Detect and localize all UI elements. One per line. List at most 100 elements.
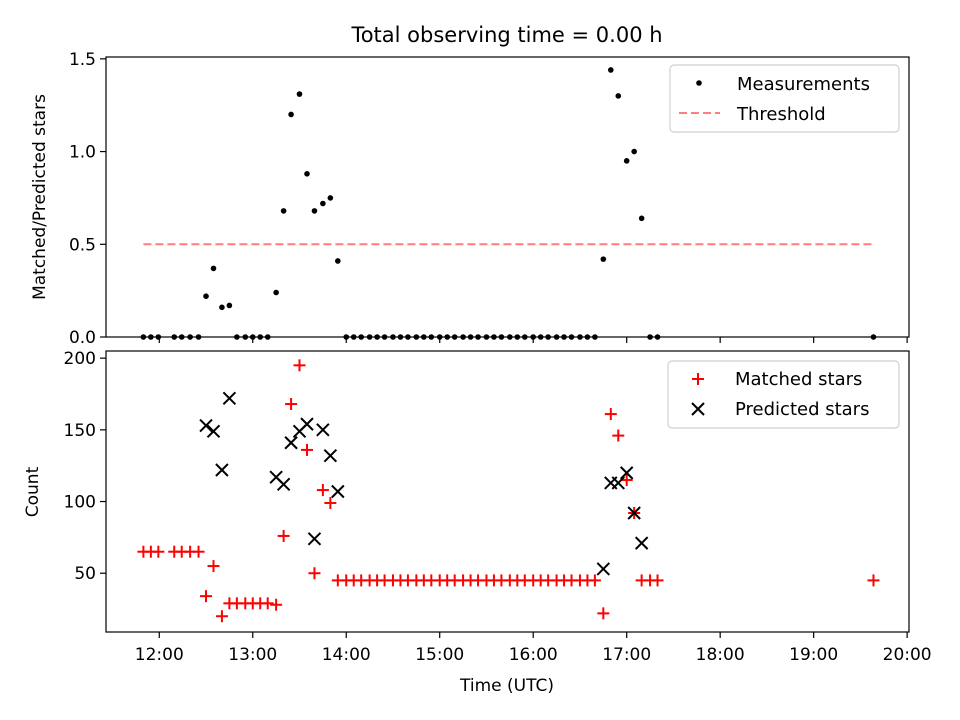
- x-tick-label: 13:00: [228, 645, 277, 665]
- predicted-stars-point: [316, 423, 330, 437]
- measurement-point: [273, 289, 279, 296]
- top-ticks: 0.0 0.5 1.0 1.5: [69, 50, 908, 348]
- chart-title: Total observing time = 0.00 h: [350, 23, 662, 47]
- measurement-point: [288, 111, 294, 118]
- predicted-stars-point: [307, 532, 322, 546]
- predicted-stars-point: [323, 448, 338, 463]
- legend-measurements-label: Measurements: [737, 74, 870, 95]
- bottom-axes-frame: [105, 350, 910, 633]
- x-stroke: [300, 417, 314, 431]
- x-stroke: [206, 424, 221, 438]
- measurement-point: [210, 265, 217, 272]
- measurement-point: [638, 215, 645, 222]
- predicted-stars-point: [300, 417, 314, 431]
- x-stroke: [199, 418, 213, 433]
- top-axes-frame: [105, 56, 910, 338]
- measurement-point: [311, 208, 318, 214]
- x-tick-label: 18:00: [696, 645, 745, 665]
- x-stroke: [316, 423, 330, 437]
- measurement-point: [600, 256, 607, 262]
- matched-stars-point: [604, 408, 617, 421]
- matched-stars-point: [192, 545, 205, 558]
- bottom-ticks: 50 100 150 200 12:00 13:00 14:00 15:00 16:00 17:0…: [64, 349, 932, 665]
- predicted-stars-point: [634, 536, 649, 550]
- measurement-point: [623, 158, 630, 164]
- matched-stars-point: [215, 610, 228, 623]
- matched-stars-point: [293, 359, 306, 372]
- matched-stars-point: [867, 574, 880, 587]
- measurement-point: [226, 302, 233, 309]
- matched-stars-point: [316, 484, 329, 497]
- x-stroke: [269, 470, 283, 484]
- predicted-stars-point: [199, 418, 213, 433]
- legend-matched-marker: [692, 373, 704, 385]
- legend-predicted-marker: [691, 402, 705, 416]
- y-tick-label: 200: [64, 349, 96, 369]
- x-tick-label: 16:00: [509, 645, 558, 665]
- matched-stars-point: [308, 567, 321, 580]
- matched-stars-point: [300, 443, 313, 456]
- matched-stars-point: [200, 590, 213, 603]
- x-stroke: [222, 391, 237, 406]
- x-tick-label: 14:00: [322, 645, 371, 665]
- x-tick-label: 12:00: [135, 645, 184, 665]
- legend-threshold-label: Threshold: [736, 104, 826, 125]
- x-tick-label: 19:00: [789, 645, 838, 665]
- x-stroke: [215, 463, 229, 477]
- predicted-stars-point: [331, 484, 345, 499]
- predicted-stars-point: [215, 463, 229, 477]
- matched-stars-point: [270, 598, 283, 611]
- measurement-point: [296, 91, 303, 97]
- matched-stars-point: [285, 398, 298, 411]
- matched-stars-point: [597, 607, 610, 620]
- x-tick-label: 15:00: [415, 645, 464, 665]
- predicted-stars-point: [611, 476, 625, 490]
- predicted-stars-point: [596, 562, 611, 576]
- legend-predicted-label: Predicted stars: [735, 399, 869, 420]
- bottom-legend: Matched stars Predicted stars: [667, 360, 900, 429]
- matched-stars-point: [261, 597, 274, 610]
- x-stroke: [307, 532, 322, 546]
- x-stroke: [284, 436, 298, 450]
- matched-stars-point: [207, 560, 220, 573]
- y-tick-label: 0.0: [69, 328, 96, 348]
- top-panel: 0.0 0.5 1.0 1.5 Matched/Predicted stars Mea…: [30, 50, 910, 348]
- x-tick-label: 20:00: [883, 645, 932, 665]
- measurement-point: [327, 195, 334, 201]
- matched-stars-point: [324, 496, 337, 509]
- matched-stars-point: [588, 574, 601, 587]
- measurement-point: [615, 93, 622, 99]
- predicted-stars-point: [206, 424, 221, 438]
- predicted-stars-point: [222, 391, 237, 406]
- matched-stars-point: [277, 529, 290, 542]
- matched-stars-point: [620, 474, 633, 487]
- x-stroke: [619, 466, 634, 480]
- predicted-stars-point: [284, 436, 298, 450]
- bottom-y-axis-label: Count: [23, 466, 43, 517]
- y-tick-label: 0.5: [69, 235, 96, 255]
- matched-stars-point: [152, 545, 165, 558]
- x-stroke: [596, 562, 611, 576]
- predicted-stars-point: [627, 506, 641, 520]
- x-stroke: [323, 448, 338, 463]
- measurement-point: [631, 148, 637, 155]
- measurement-point: [280, 208, 287, 214]
- x-tick-label: 17:00: [602, 645, 651, 665]
- bottom-plot-area: [137, 359, 880, 623]
- measurement-point: [320, 200, 326, 207]
- x-stroke: [331, 484, 345, 499]
- top-legend-box: [669, 64, 900, 133]
- x-axis-label: Time (UTC): [459, 676, 554, 696]
- predicted-stars-point: [619, 466, 634, 480]
- x-stroke: [634, 536, 649, 550]
- top-legend: Measurements Threshold: [669, 64, 900, 133]
- bottom-panel: 50 100 150 200 12:00 13:00 14:00 15:00 16:00 17:0…: [23, 349, 932, 696]
- y-tick-label: 100: [64, 493, 96, 513]
- y-tick-label: 1.5: [69, 50, 96, 70]
- top-y-axis-label: Matched/Predicted stars: [30, 94, 50, 300]
- y-tick-label: 1.0: [69, 143, 96, 163]
- measurement-point: [335, 258, 341, 264]
- measurement-point: [203, 293, 209, 300]
- legend-matched-label: Matched stars: [735, 369, 862, 390]
